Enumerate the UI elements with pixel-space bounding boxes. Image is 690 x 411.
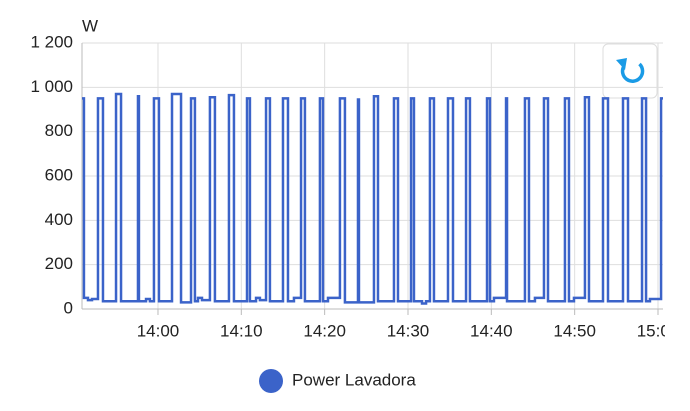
y-tick-label: 400 xyxy=(45,210,73,229)
reset-icon-arrow xyxy=(616,58,627,70)
y-tick-label: 1 000 xyxy=(30,77,73,96)
x-tick-label: 15:00 xyxy=(637,321,680,340)
legend-marker xyxy=(259,369,283,393)
legend-label: Power Lavadora xyxy=(292,370,416,389)
y-tick-label: 1 200 xyxy=(30,32,73,51)
x-tick-label: 14:40 xyxy=(470,321,513,340)
reset-icon xyxy=(620,62,645,83)
reset-button-box[interactable] xyxy=(602,43,658,99)
y-unit: W xyxy=(82,16,98,35)
y-tick-label: 600 xyxy=(45,165,73,184)
x-tick-label: 14:50 xyxy=(553,321,596,340)
x-tick-label: 14:30 xyxy=(387,321,430,340)
series-line xyxy=(82,92,663,305)
x-tick-label: 14:20 xyxy=(303,321,346,340)
y-tick-label: 0 xyxy=(64,298,73,317)
x-axis-labels: 14:00 14:10 14:20 14:30 14:40 14:50 15:00 xyxy=(137,321,680,340)
y-tick-label: 800 xyxy=(45,121,73,140)
reset-button[interactable] xyxy=(602,43,658,99)
y-tick-label: 200 xyxy=(45,254,73,273)
x-tick-label: 14:00 xyxy=(137,321,180,340)
x-tick-label: 14:10 xyxy=(220,321,263,340)
